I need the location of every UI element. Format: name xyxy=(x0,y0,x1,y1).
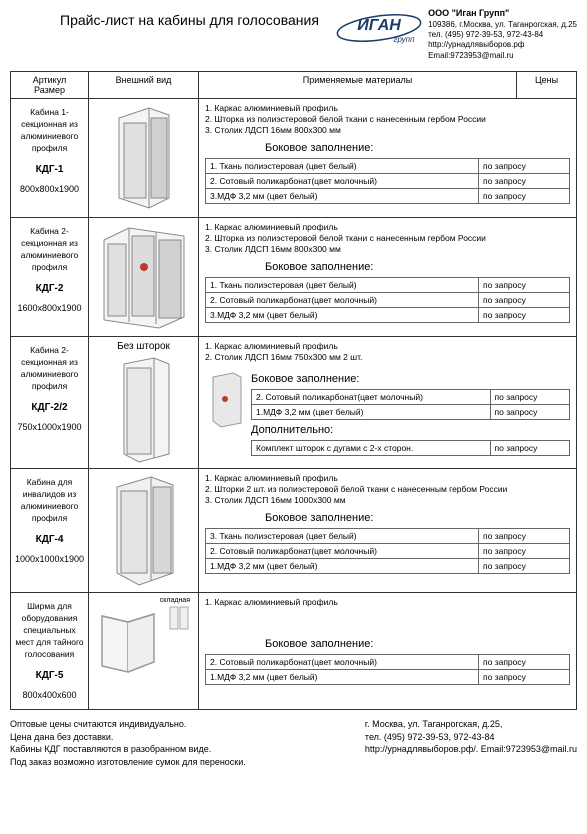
col-price: Цены xyxy=(517,72,577,99)
product-image-cell xyxy=(89,469,199,593)
footer-contact: г. Москва, ул. Таганрогская, д.25, тел. … xyxy=(365,718,577,768)
booth-image xyxy=(99,103,189,213)
col-article: АртикулРазмер xyxy=(11,72,89,99)
booth-mini-image xyxy=(205,369,245,429)
company-tel: тел. (495) 972-39-53, 972-43-84 xyxy=(428,30,577,40)
product-size: 800x400x600 xyxy=(13,689,86,702)
product-model: КДГ-5 xyxy=(13,669,86,683)
product-desc: Кабина для инвалидов из алюминиевого про… xyxy=(13,477,86,525)
table-row: Кабина 2-секционная из алюминиевого проф… xyxy=(11,337,577,469)
product-size: 750x1000x1900 xyxy=(13,421,86,434)
product-model: КДГ-2/2 xyxy=(13,401,86,415)
no-curtains-label: Без шторок xyxy=(93,341,194,352)
product-image-cell: складная xyxy=(89,593,199,710)
table-header-row: АртикулРазмер Внешний вид Применяемые ма… xyxy=(11,72,577,99)
fill-table: 2. Сотовый поликарбонат(цвет молочный)по… xyxy=(251,389,570,420)
product-model: КДГ-2 xyxy=(13,282,86,296)
table-row: Ширма для оборудования специальных мест … xyxy=(11,593,577,710)
fill-table: 1. Ткань полиэстеровая (цвет белый)по за… xyxy=(205,277,570,323)
materials-list: 1. Каркас алюминиевый профиль 2. Шторки … xyxy=(205,473,570,506)
product-model: КДГ-1 xyxy=(13,163,86,177)
product-size: 1600x800x1900 xyxy=(13,302,86,315)
fill-table: 3. Ткань полиэстеровая (цвет белый)по за… xyxy=(205,528,570,574)
company-block: ИГАН групп ООО "Иган Групп" 109386, г.Мо… xyxy=(334,8,577,61)
product-desc: Кабина 2-секционная из алюминиевого проф… xyxy=(13,345,86,393)
materials-list: 1. Каркас алюминиевый профиль 2. Шторка … xyxy=(205,222,570,255)
product-size: 800x800x1900 xyxy=(13,183,86,196)
materials-list: 1. Каркас алюминиевый профиль 2. Шторка … xyxy=(205,103,570,136)
company-url: http://урнадлявыборов.рф xyxy=(428,40,577,50)
footer-notes: Оптовые цены считаются индивидуально. Це… xyxy=(10,718,246,768)
side-fill-title: Боковое заполнение: xyxy=(265,638,570,650)
foldable-label: складная xyxy=(93,597,194,604)
table-row: Кабина 2-секционная из алюминиевого проф… xyxy=(11,218,577,337)
product-desc: Кабина 1-секционная из алюминиевого проф… xyxy=(13,107,86,155)
side-fill-title: Боковое заполнение: xyxy=(265,512,570,524)
materials-list: 1. Каркас алюминиевый профиль xyxy=(205,597,570,608)
page-title: Прайс-лист на кабины для голосования xyxy=(10,8,319,61)
svg-text:групп: групп xyxy=(394,35,416,44)
product-model: КДГ-4 xyxy=(13,533,86,547)
table-row: Кабина для инвалидов из алюминиевого про… xyxy=(11,469,577,593)
price-table: АртикулРазмер Внешний вид Применяемые ма… xyxy=(10,71,577,710)
col-image: Внешний вид xyxy=(89,72,199,99)
company-address: 109386, г.Москва, ул. Таганрогская, д.25 xyxy=(428,20,577,30)
company-logo: ИГАН групп xyxy=(334,8,424,48)
product-image-cell xyxy=(89,218,199,337)
product-image-cell: Без шторок xyxy=(89,337,199,469)
booth-image xyxy=(109,354,179,464)
extra-table: Комплект шторок с дугами с 2-х сторон.по… xyxy=(251,440,570,456)
product-desc: Ширма для оборудования специальных мест … xyxy=(13,601,86,660)
additional-title: Дополнительно: xyxy=(251,424,570,436)
materials-list: 1. Каркас алюминиевый профиль 2. Столик … xyxy=(205,341,570,363)
side-fill-title: Боковое заполнение: xyxy=(265,261,570,273)
side-fill-title: Боковое заполнение: xyxy=(251,373,570,385)
booth-image xyxy=(94,222,194,332)
product-size: 1000x1000x1900 xyxy=(13,553,86,566)
page-header: Прайс-лист на кабины для голосования ИГА… xyxy=(10,8,577,61)
screen-image xyxy=(94,604,164,674)
svg-text:ИГАН: ИГАН xyxy=(357,17,401,34)
screen-folded-image xyxy=(167,604,193,634)
table-row: Кабина 1-секционная из алюминиевого проф… xyxy=(11,99,577,218)
product-desc: Кабина 2-секционная из алюминиевого проф… xyxy=(13,226,86,274)
fill-table: 2. Сотовый поликарбонат(цвет молочный)по… xyxy=(205,654,570,685)
page-footer: Оптовые цены считаются индивидуально. Це… xyxy=(10,718,577,768)
side-fill-title: Боковое заполнение: xyxy=(265,142,570,154)
product-image-cell xyxy=(89,99,199,218)
company-name: ООО "Иган Групп" xyxy=(428,8,577,20)
col-materials: Применяемые материалы xyxy=(199,72,517,99)
booth-image xyxy=(99,473,189,588)
company-email: Email:9723953@mail.ru xyxy=(428,51,577,61)
fill-table: 1. Ткань полиэстеровая (цвет белый)по за… xyxy=(205,158,570,204)
